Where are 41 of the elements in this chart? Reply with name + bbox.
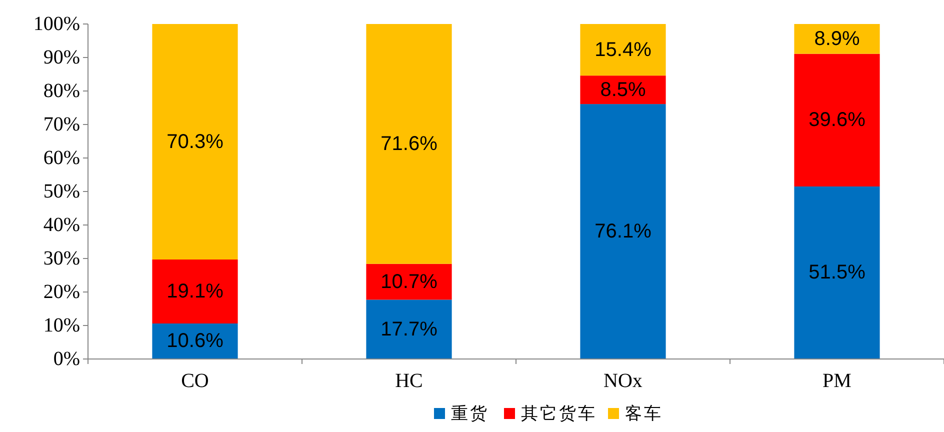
y-tick-label: 0% [53, 348, 80, 370]
bar [366, 24, 452, 264]
y-tick-label: 30% [43, 248, 80, 270]
bar [580, 24, 666, 76]
y-tick-label: 10% [43, 314, 80, 336]
y-tick-label: 50% [43, 180, 80, 202]
legend-label: 重货 [451, 404, 489, 424]
data-label: 71.6% [380, 132, 438, 155]
data-label: 51.5% [808, 262, 866, 284]
bar [580, 104, 666, 359]
bar [152, 260, 238, 324]
data-label: 19.1% [166, 280, 224, 302]
y-tick-label: 100% [33, 13, 80, 35]
y-tick-label: 70% [43, 114, 80, 136]
legend-label: 客车 [625, 404, 663, 424]
data-label: 8.5% [600, 78, 646, 101]
data-label: 39.6% [808, 109, 866, 132]
data-label: 76.1% [594, 220, 652, 243]
data-label: 10.7% [380, 270, 438, 293]
data-label: 10.6% [166, 330, 224, 352]
y-tick-label: 20% [43, 281, 80, 303]
bar [794, 54, 880, 186]
legend-label: 其它货车 [521, 404, 597, 424]
bar [580, 76, 666, 104]
data-label: 70.3% [166, 130, 224, 153]
x-tick-label: CO [181, 370, 209, 392]
x-tick-label: PM [822, 370, 852, 392]
y-tick-label: 90% [43, 46, 80, 68]
bar [366, 300, 452, 359]
bar [794, 24, 880, 54]
bar [152, 24, 238, 260]
y-tick-label: 80% [43, 80, 80, 102]
data-label: 15.4% [594, 38, 652, 61]
bar [794, 186, 880, 359]
x-tick-label: NOx [604, 370, 642, 392]
data-label: 8.9% [814, 28, 860, 50]
bar [366, 264, 452, 300]
data-label: 17.7% [380, 318, 438, 340]
x-tick-label: HC [395, 370, 423, 392]
y-tick-label: 60% [43, 147, 80, 169]
y-tick-label: 40% [43, 214, 80, 236]
